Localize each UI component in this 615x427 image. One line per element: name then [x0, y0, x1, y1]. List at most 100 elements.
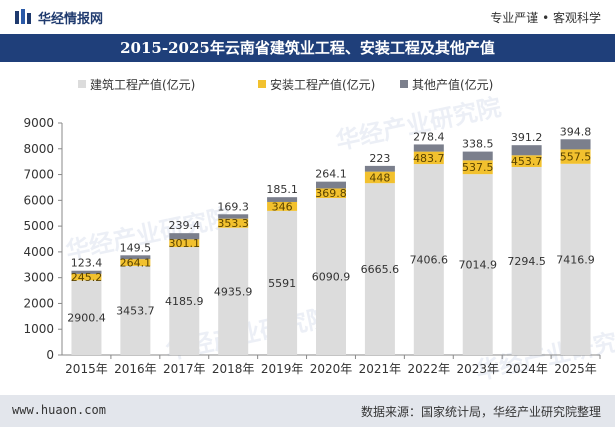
data-label: 2900.4	[67, 312, 106, 325]
legend-swatch	[258, 80, 266, 88]
data-label: 7294.5	[507, 255, 546, 268]
data-label: 4185.9	[165, 295, 204, 308]
data-label: 7014.9	[458, 259, 497, 272]
data-label: 338.5	[462, 138, 494, 151]
data-label: 223	[369, 152, 390, 165]
bar-segment-other	[316, 181, 346, 189]
footer: www.huaon.com 数据来源：国家统计局，华经产业研究院整理	[0, 395, 615, 427]
bar-segment-construction	[267, 210, 298, 355]
x-tick-label: 2018年	[212, 362, 255, 376]
x-tick-label: 2017年	[163, 362, 206, 376]
data-label: 453.7	[511, 155, 543, 168]
data-label: 557.5	[560, 151, 592, 164]
bar-segment-installation	[120, 259, 151, 266]
y-tick-label: 7000	[23, 168, 54, 182]
footer-website[interactable]: www.huaon.com	[12, 403, 106, 417]
bar-segment-other	[169, 233, 200, 240]
legend-swatch	[78, 80, 86, 88]
x-tick-label: 2024年	[505, 362, 548, 376]
bar-segment-other	[560, 139, 591, 150]
y-tick-label: 8000	[23, 142, 54, 156]
data-label: 346	[272, 200, 293, 213]
bar-segment-construction	[71, 280, 102, 355]
legend: 建筑工程产值(亿元) 安装工程产值(亿元) 其他产值(亿元)	[78, 77, 493, 92]
bar-segment-construction	[511, 166, 542, 355]
x-tick-label: 2022年	[408, 362, 451, 376]
data-label: 239.4	[169, 219, 201, 232]
legend-label: 安装工程产值(亿元)	[270, 77, 375, 92]
data-label: 483.7	[413, 152, 445, 165]
bar-segment-installation	[169, 239, 200, 248]
data-label: 7406.6	[410, 254, 449, 267]
data-label: 4935.9	[214, 285, 253, 298]
data-label: 185.1	[266, 183, 298, 196]
data-label: 6090.9	[312, 270, 351, 283]
bar-segment-construction	[120, 265, 151, 355]
bar-segment-installation	[462, 160, 493, 175]
bar-segment-other	[413, 144, 444, 152]
chart-title: 2015-2025年云南省建筑业工程、安装工程及其他产值	[120, 39, 495, 57]
data-label: 6665.6	[361, 263, 400, 276]
data-label: 3453.7	[116, 304, 155, 317]
x-tick-label: 2016年	[114, 362, 157, 376]
data-label: 448	[369, 171, 390, 184]
bar-segment-construction	[218, 227, 249, 355]
footer-source: 数据来源：国家统计局，华经产业研究院整理	[360, 405, 601, 419]
bar-segment-construction	[316, 197, 346, 355]
x-tick-label: 2019年	[261, 362, 304, 376]
data-label: 301.1	[169, 237, 201, 250]
bar-segment-other	[218, 214, 249, 219]
bar-segment-construction	[169, 247, 200, 355]
bar-segment-construction	[413, 164, 444, 355]
brand-logo-icon	[15, 9, 31, 24]
data-label: 123.4	[71, 257, 103, 270]
bar-segment-installation	[413, 151, 444, 165]
brand-name: 华经情报网	[38, 11, 104, 27]
data-label: 369.8	[315, 187, 347, 200]
bar-segment-construction	[364, 183, 395, 355]
y-tick-label: 6000	[23, 193, 54, 207]
data-label: 537.5	[462, 161, 494, 174]
y-tick-label: 1000	[23, 322, 54, 336]
y-tick-label: 2000	[23, 296, 54, 310]
data-label: 394.8	[560, 125, 592, 138]
tagline: 专业严谨 • 客观科学	[490, 11, 601, 25]
bar-segment-construction	[462, 174, 493, 355]
bar-segment-other	[364, 165, 395, 172]
data-label: 353.3	[217, 217, 249, 230]
legend-swatch	[400, 80, 408, 88]
bar-segment-installation	[267, 201, 298, 211]
bar-segment-installation	[316, 188, 346, 198]
y-tick-label: 5000	[23, 219, 54, 233]
data-label: 5591	[268, 277, 296, 290]
top-bar: 华经情报网 专业严谨 • 客观科学	[0, 0, 615, 34]
bar-segment-other	[462, 151, 493, 161]
brand[interactable]: 华经情报网	[14, 8, 104, 27]
bars	[71, 139, 591, 355]
bar-segment-installation	[71, 273, 102, 281]
bar-segment-installation	[560, 149, 591, 164]
y-tick-label: 9000	[23, 116, 54, 130]
x-tick-label: 2023年	[456, 362, 499, 376]
data-label: 245.2	[71, 271, 103, 284]
bar-segment-installation	[511, 155, 542, 167]
y-tick-label: 0	[46, 348, 54, 362]
bar-segment-construction	[560, 163, 591, 355]
x-tick-label: 2020年	[310, 362, 353, 376]
legend-label: 建筑工程产值(亿元)	[90, 77, 195, 92]
bar-segment-other	[71, 270, 102, 274]
y-tick-label: 3000	[23, 271, 54, 285]
data-label: 169.3	[217, 200, 249, 213]
title-bar: 2015-2025年云南省建筑业工程、安装工程及其他产值	[0, 34, 615, 62]
data-label: 278.4	[413, 130, 445, 143]
data-label: 391.2	[511, 131, 543, 144]
bar-segment-installation	[364, 171, 395, 184]
bar-segment-installation	[218, 218, 249, 228]
data-label: 149.5	[120, 241, 152, 254]
data-label: 7416.9	[556, 253, 595, 266]
y-tick-label: 4000	[23, 245, 54, 259]
bar-segment-other	[267, 197, 298, 202]
data-label: 264.1	[120, 257, 152, 270]
